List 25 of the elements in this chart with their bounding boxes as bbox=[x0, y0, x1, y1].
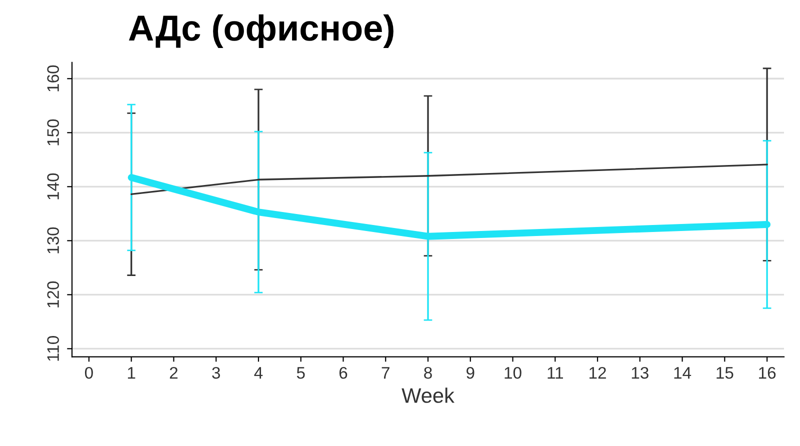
x-tick-label: 16 bbox=[759, 366, 776, 379]
x-axis-title: Week bbox=[402, 388, 454, 403]
x-tick-label: 2 bbox=[170, 366, 178, 379]
x-tick-label: 12 bbox=[590, 366, 606, 379]
x-tick-label: 9 bbox=[466, 366, 474, 379]
x-tick-label: 0 bbox=[84, 366, 93, 379]
y-tick-label: 150 bbox=[47, 119, 59, 146]
x-tick-label: 15 bbox=[716, 367, 734, 379]
x-tick-label: 1 bbox=[128, 367, 136, 379]
y-tick-label: 130 bbox=[47, 227, 59, 254]
x-tick-label: 10 bbox=[504, 366, 522, 379]
x-tick-label: 8 bbox=[424, 366, 432, 379]
x-tick-label: 14 bbox=[674, 367, 692, 379]
x-tick-label: 5 bbox=[296, 367, 305, 379]
chart-title: АДс (офисное) bbox=[128, 14, 394, 48]
x-tick-label: 4 bbox=[254, 367, 263, 379]
y-tick-label: 120 bbox=[47, 281, 59, 308]
y-tick-label: 140 bbox=[47, 173, 59, 200]
x-tick-label: 11 bbox=[548, 367, 563, 379]
y-tick-label: 110 bbox=[47, 336, 59, 361]
x-tick-label: 6 bbox=[339, 366, 348, 379]
x-tick-label: 7 bbox=[382, 367, 390, 379]
x-tick-label: 3 bbox=[212, 366, 220, 379]
y-tick-label: 160 bbox=[47, 65, 59, 92]
x-tick-label: 13 bbox=[632, 366, 648, 379]
